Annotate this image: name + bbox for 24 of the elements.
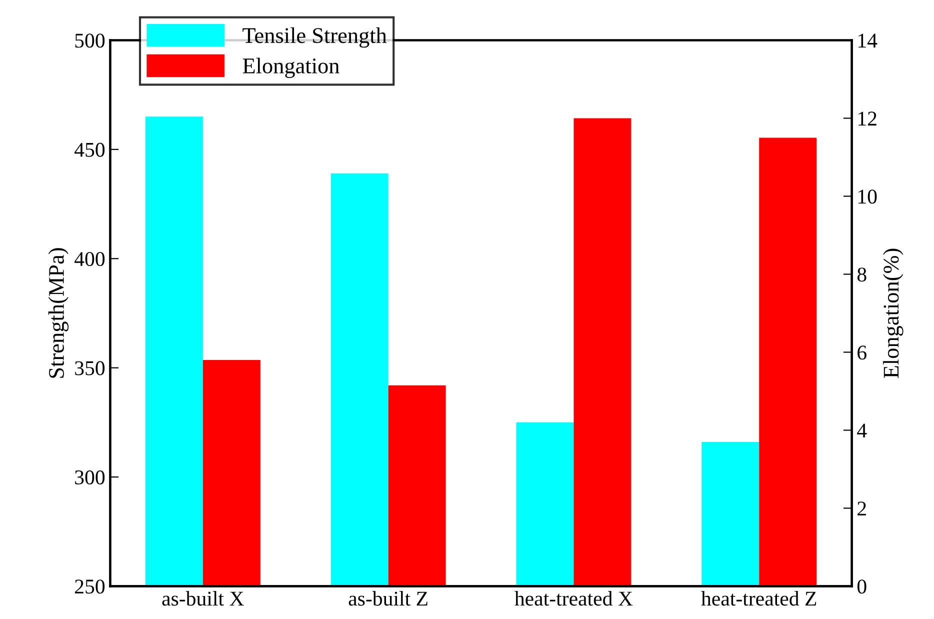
y-axis-title: Strength(MPa) (48, 248, 69, 378)
x-tick-label: heat-treated X (514, 591, 633, 606)
y2-tick-label: 6 (858, 346, 866, 360)
y2-axis-title: Elongation(%) (883, 248, 904, 378)
legend-label: Elongation (242, 58, 340, 78)
x-tick-label: heat-treated Z (701, 591, 816, 606)
y2-tick-label: 12 (858, 112, 876, 126)
y2-tick-label: 8 (857, 268, 866, 282)
legend-label: Tensile Strength (242, 27, 387, 48)
y2-tick-label: 4 (857, 424, 867, 438)
x-tick-label: as-built X (162, 591, 244, 606)
y-tick-label: 300 (75, 470, 105, 484)
bar (759, 138, 817, 586)
y-tick-label: 450 (74, 142, 105, 157)
y2-tick-label: 0 (857, 580, 866, 594)
y2-tick-label: 14 (858, 34, 878, 48)
y-tick-label: 250 (75, 580, 105, 594)
y2-tick-label: 2 (858, 502, 866, 516)
y-tick-label: 400 (74, 252, 105, 266)
y-tick-label: 350 (75, 361, 105, 376)
x-tick-label: as-built Z (348, 591, 428, 606)
bar (574, 118, 632, 586)
y-tick-label: 500 (75, 34, 105, 48)
y2-tick-label: 10 (858, 190, 877, 204)
